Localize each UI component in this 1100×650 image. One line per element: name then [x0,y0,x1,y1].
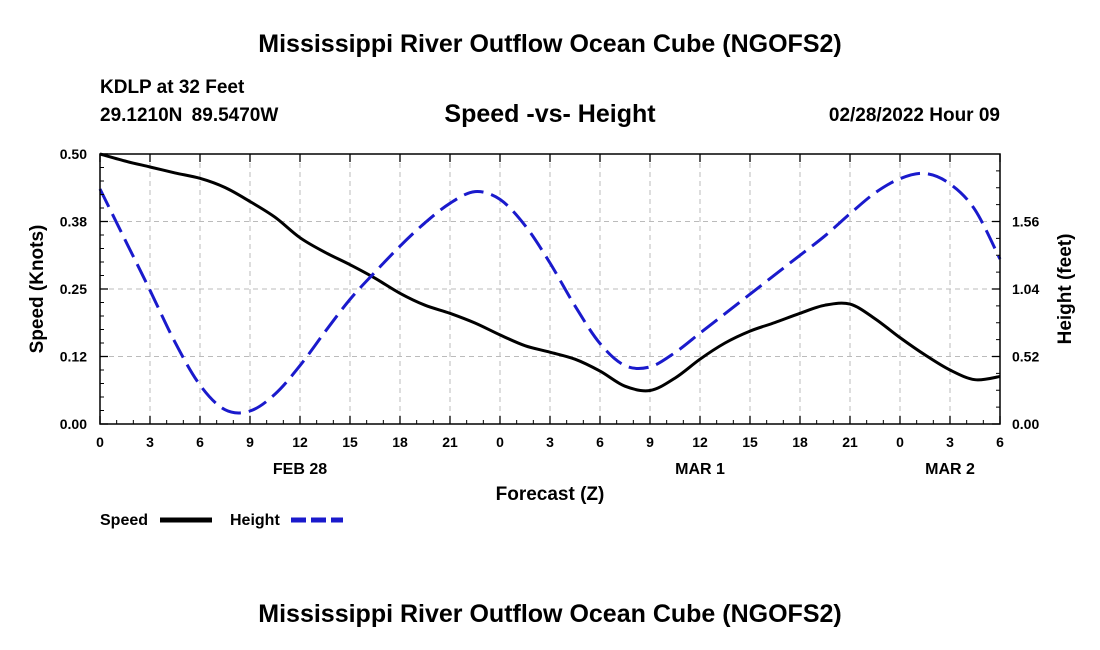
station-coordinates: 29.1210N 89.5470W [100,105,279,126]
y-left-tick-label: 0.50 [60,146,87,162]
x-tick-label: 12 [692,434,708,450]
x-tick-label: 3 [546,434,554,450]
x-tick-label: 0 [96,434,104,450]
station-name: KDLP at 32 Feet [100,77,245,98]
x-tick-label: 18 [792,434,808,450]
chart-subtitle: Speed -vs- Height [444,100,656,128]
y-right-tick-label: 0.00 [1012,416,1039,432]
series-lines [98,152,1002,415]
y-left-tick-label: 0.00 [60,416,87,432]
series-line-speed [99,152,1001,393]
x-tick-label: 18 [392,434,408,450]
y-axis-right-label: Height (feet) [1055,234,1076,345]
x-tick-label: 6 [596,434,604,450]
x-tick-label: 9 [246,434,254,450]
x-tick-label: 6 [996,434,1004,450]
x-tick-label: 0 [496,434,504,450]
grid-lines [100,153,1000,424]
x-tick-label: 3 [146,434,154,450]
x-tick-label: 15 [742,434,758,450]
y-left-tick-label: 0.25 [60,281,87,297]
x-date-label: FEB 28 [273,461,327,478]
y-right-tick-label: 1.04 [1012,281,1039,297]
y-right-tick-label: 1.56 [1012,214,1039,230]
legend-label-speed: Speed [100,512,148,529]
series-line-height [98,171,1002,415]
y-right-tick-label: 0.52 [1012,349,1039,365]
x-axis-label: Forecast (Z) [496,484,605,505]
x-tick-label: 21 [442,434,458,450]
footer-title: Mississippi River Outflow Ocean Cube (NG… [258,600,842,628]
x-tick-label: 6 [196,434,204,450]
x-tick-label: 0 [896,434,904,450]
axes: 0 3 6 9 12 15 18 21 0 3 6 9 12 15 18 21 0 3 6 FEB 28 MAR 1 MA… [60,146,1040,478]
forecast-datetime: 02/28/2022 Hour 09 [828,105,1000,126]
x-tick-label: 21 [842,434,858,450]
x-tick-label: 3 [946,434,954,450]
x-date-label: MAR 2 [925,461,975,478]
x-tick-label: 15 [342,434,358,450]
y-left-tick-label: 0.38 [60,214,87,230]
y-left-tick-label: 0.12 [60,349,87,365]
main-title: Mississippi River Outflow Ocean Cube (NG… [258,30,842,58]
legend-label-height: Height [230,512,280,529]
x-date-label: MAR 1 [675,461,725,478]
legend: Speed Height [100,512,343,529]
y-axis-left-label: Speed (Knots) [27,225,48,354]
x-tick-label: 12 [292,434,308,450]
x-tick-label: 9 [646,434,654,450]
